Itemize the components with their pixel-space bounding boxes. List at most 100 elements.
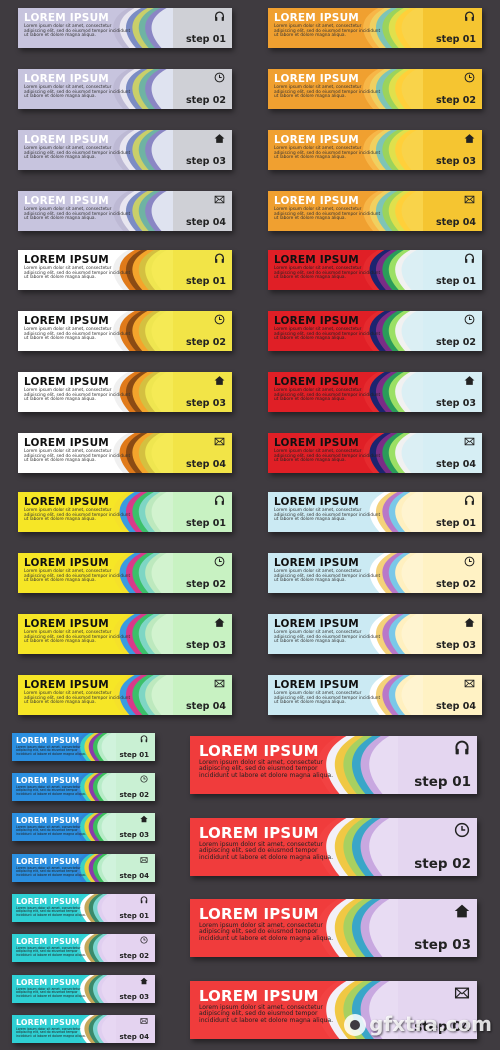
swoosh-waves <box>113 130 173 170</box>
swoosh-waves <box>75 934 116 962</box>
headphones-icon <box>214 495 225 506</box>
step-banner: LOREM IPSUM Lorem ipsum dolor sit amet, c… <box>268 69 482 109</box>
swoosh-band <box>369 736 398 794</box>
home-icon <box>464 133 475 144</box>
step-banner: LOREM IPSUM Lorem ipsum dolor sit amet, c… <box>12 975 155 1003</box>
envelope-icon <box>214 194 225 205</box>
step-label: step 03 <box>186 640 226 651</box>
step-label: step 02 <box>119 790 149 799</box>
step-banner: LOREM IPSUM Lorem ipsum dolor sit amet, c… <box>18 69 232 109</box>
swoosh-waves <box>363 492 423 532</box>
banner-title: LOREM IPSUM <box>24 679 109 691</box>
step-label: step 01 <box>436 276 476 287</box>
step-label: step 04 <box>119 1032 149 1041</box>
step-banner: LOREM IPSUM Lorem ipsum dolor sit amet, c… <box>18 130 232 170</box>
swoosh-band <box>101 1015 116 1043</box>
clock-icon <box>214 72 225 83</box>
step-label: step 03 <box>436 640 476 651</box>
headphones-icon <box>214 253 225 264</box>
banner-body-text: Lorem ipsum dolor sit amet, consectetur … <box>24 388 131 402</box>
swoosh-band <box>401 553 423 593</box>
banner-title: LOREM IPSUM <box>24 134 109 146</box>
swoosh-band <box>151 433 173 473</box>
banner-body-text: Lorem ipsum dolor sit amet, consectetur … <box>24 327 131 341</box>
banner-body-text: Lorem ipsum dolor sit amet, consectetur … <box>16 946 86 957</box>
step-banner: LOREM IPSUM Lorem ipsum dolor sit amet, c… <box>268 553 482 593</box>
watermark: gfxtra.com <box>344 1012 492 1036</box>
banner-title: LOREM IPSUM <box>199 742 319 760</box>
swoosh-waves <box>113 492 173 532</box>
step-banner: LOREM IPSUM Lorem ipsum dolor sit amet, c… <box>268 311 482 351</box>
banner-title: LOREM IPSUM <box>16 937 80 946</box>
swoosh-waves <box>363 433 423 473</box>
banner-title: LOREM IPSUM <box>24 618 109 630</box>
banner-body-text: Lorem ipsum dolor sit amet, consectetur … <box>16 866 86 877</box>
swoosh-waves <box>113 250 173 290</box>
banner-title: LOREM IPSUM <box>16 816 80 825</box>
banner-title: LOREM IPSUM <box>16 776 80 785</box>
headphones-icon <box>214 11 225 22</box>
step-banner: LOREM IPSUM Lorem ipsum dolor sit amet, c… <box>268 433 482 473</box>
step-label: step 03 <box>414 937 471 953</box>
clock-icon <box>214 556 225 567</box>
swoosh-waves <box>363 250 423 290</box>
swoosh-waves <box>75 854 116 882</box>
step-banner: LOREM IPSUM Lorem ipsum dolor sit amet, c… <box>18 372 232 412</box>
swoosh-waves <box>363 614 423 654</box>
swoosh-band <box>151 372 173 412</box>
swoosh-waves <box>363 675 423 715</box>
step-banner: LOREM IPSUM Lorem ipsum dolor sit amet, c… <box>268 492 482 532</box>
swoosh-waves <box>363 372 423 412</box>
clock-icon <box>464 556 475 567</box>
step-banner: LOREM IPSUM Lorem ipsum dolor sit amet, c… <box>268 250 482 290</box>
swoosh-waves <box>113 8 173 48</box>
step-label: step 03 <box>119 992 149 1001</box>
swoosh-band <box>401 250 423 290</box>
step-banner: LOREM IPSUM Lorem ipsum dolor sit amet, c… <box>12 854 155 882</box>
home-icon <box>464 375 475 386</box>
headphones-icon <box>140 735 148 743</box>
swoosh-band <box>101 975 116 1003</box>
swoosh-waves <box>113 191 173 231</box>
swoosh-waves <box>113 614 173 654</box>
step-label: step 04 <box>414 1019 471 1035</box>
swoosh-band <box>151 8 173 48</box>
swoosh-band <box>151 311 173 351</box>
swoosh-band <box>401 372 423 412</box>
banner-body-text: Lorem ipsum dolor sit amet, consectetur … <box>274 85 381 99</box>
envelope-icon <box>140 1017 148 1025</box>
step-banner: LOREM IPSUM Lorem ipsum dolor sit amet, c… <box>18 250 232 290</box>
step-label: step 01 <box>119 911 149 920</box>
step-label: step 01 <box>119 750 149 759</box>
swoosh-band <box>151 130 173 170</box>
swoosh-waves <box>75 975 116 1003</box>
step-banner: LOREM IPSUM Lorem ipsum dolor sit amet, c… <box>190 818 477 876</box>
swoosh-band <box>151 675 173 715</box>
banner-body-text: Lorem ipsum dolor sit amet, consectetur … <box>24 207 131 221</box>
step-label: step 02 <box>414 856 471 872</box>
swoosh-band <box>401 8 423 48</box>
home-icon <box>140 977 148 985</box>
home-icon <box>214 617 225 628</box>
step-banner: LOREM IPSUM Lorem ipsum dolor sit amet, c… <box>190 899 477 957</box>
step-label: step 04 <box>436 217 476 228</box>
headphones-icon <box>464 11 475 22</box>
step-banner: LOREM IPSUM Lorem ipsum dolor sit amet, c… <box>18 553 232 593</box>
banner-title: LOREM IPSUM <box>24 73 109 85</box>
banner-body-text: Lorem ipsum dolor sit amet, consectetur … <box>199 922 334 942</box>
swoosh-band <box>401 130 423 170</box>
clock-icon <box>454 822 470 838</box>
banner-title: LOREM IPSUM <box>274 12 359 24</box>
swoosh-waves <box>75 773 116 801</box>
step-banner: LOREM IPSUM Lorem ipsum dolor sit amet, c… <box>18 311 232 351</box>
banner-body-text: Lorem ipsum dolor sit amet, consectetur … <box>274 207 381 221</box>
banner-title: LOREM IPSUM <box>274 315 359 327</box>
swoosh-band <box>151 492 173 532</box>
banner-body-text: Lorem ipsum dolor sit amet, consectetur … <box>24 449 131 463</box>
banner-title: LOREM IPSUM <box>274 437 359 449</box>
headphones-icon <box>464 495 475 506</box>
banner-title: LOREM IPSUM <box>24 496 109 508</box>
banner-body-text: Lorem ipsum dolor sit amet, consectetur … <box>16 987 86 998</box>
envelope-icon <box>214 678 225 689</box>
step-banner: LOREM IPSUM Lorem ipsum dolor sit amet, c… <box>12 934 155 962</box>
